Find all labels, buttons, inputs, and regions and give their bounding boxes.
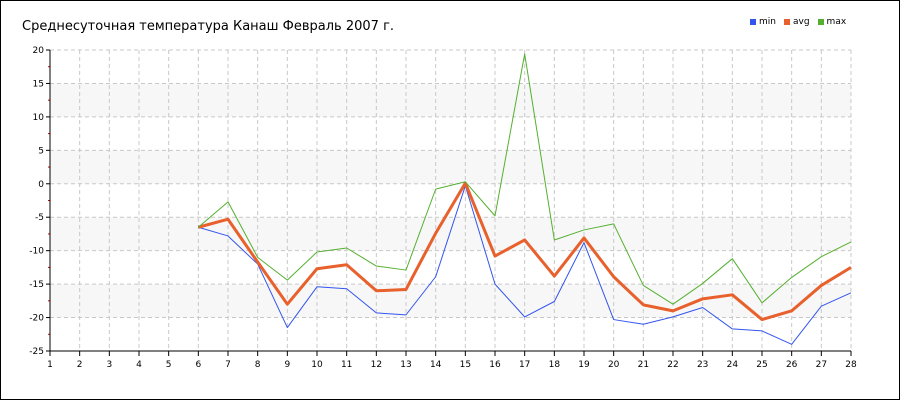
x-tick-label: 13 bbox=[400, 360, 411, 370]
y-tick-label: -10 bbox=[29, 247, 44, 257]
legend-item-min: min bbox=[750, 17, 776, 27]
series-line-avg bbox=[197, 181, 852, 322]
legend-label: avg bbox=[792, 17, 810, 27]
x-tick-label: 28 bbox=[845, 360, 857, 370]
x-tick-label: 1 bbox=[47, 360, 53, 370]
y-tick-label: 10 bbox=[33, 113, 45, 123]
grid-band bbox=[50, 284, 851, 318]
y-tick-label: -20 bbox=[29, 314, 44, 324]
y-tick-label: 20 bbox=[33, 46, 45, 56]
x-tick-label: 3 bbox=[106, 360, 112, 370]
y-tick-label: -25 bbox=[29, 347, 44, 357]
x-tick-label: 4 bbox=[136, 360, 142, 370]
x-tick-label: 10 bbox=[311, 360, 323, 370]
legend-label: max bbox=[826, 17, 847, 27]
y-tick-label: -5 bbox=[35, 213, 44, 223]
grid-band bbox=[50, 217, 851, 251]
x-tick-label: 25 bbox=[756, 360, 767, 370]
x-tick-label: 23 bbox=[697, 360, 708, 370]
x-tick-label: 19 bbox=[578, 360, 590, 370]
x-tick-label: 21 bbox=[638, 360, 649, 370]
x-tick-label: 17 bbox=[519, 360, 530, 370]
x-tick-label: 12 bbox=[371, 360, 382, 370]
x-tick-label: 6 bbox=[195, 360, 201, 370]
x-tick-label: 8 bbox=[255, 360, 261, 370]
y-tick-label: 5 bbox=[38, 146, 44, 156]
x-tick-label: 22 bbox=[667, 360, 678, 370]
series-line-max bbox=[198, 53, 852, 305]
x-tick-label: 14 bbox=[430, 360, 442, 370]
x-tick-label: 2 bbox=[77, 360, 83, 370]
y-tick-label: 0 bbox=[38, 180, 44, 190]
legend-swatch bbox=[750, 19, 756, 25]
x-tick-label: 11 bbox=[341, 360, 352, 370]
legend-item-avg: avg bbox=[783, 17, 810, 27]
y-tick-label: -15 bbox=[29, 280, 44, 290]
x-tick-label: 27 bbox=[816, 360, 827, 370]
chart-title: Среднесуточная температура Канаш Февраль… bbox=[22, 19, 395, 34]
legend-swatch bbox=[783, 19, 790, 25]
y-tick-label: 15 bbox=[33, 79, 44, 89]
x-tick-label: 15 bbox=[460, 360, 471, 370]
grid-band bbox=[50, 83, 851, 117]
x-tick-label: 5 bbox=[166, 360, 172, 370]
x-tick-label: 9 bbox=[284, 360, 290, 370]
legend-item-max: max bbox=[817, 17, 847, 27]
legend-swatch bbox=[817, 19, 824, 25]
x-tick-label: 7 bbox=[225, 360, 231, 370]
legend-label: min bbox=[759, 17, 776, 27]
series-line-min bbox=[198, 185, 852, 345]
x-tick-label: 26 bbox=[786, 360, 798, 370]
legend: min avg max bbox=[750, 17, 846, 27]
x-tick-label: 18 bbox=[549, 360, 561, 370]
x-tick-label: 16 bbox=[489, 360, 501, 370]
x-tick-label: 20 bbox=[608, 360, 620, 370]
x-tick-label: 24 bbox=[727, 360, 739, 370]
grid-band bbox=[50, 150, 851, 184]
